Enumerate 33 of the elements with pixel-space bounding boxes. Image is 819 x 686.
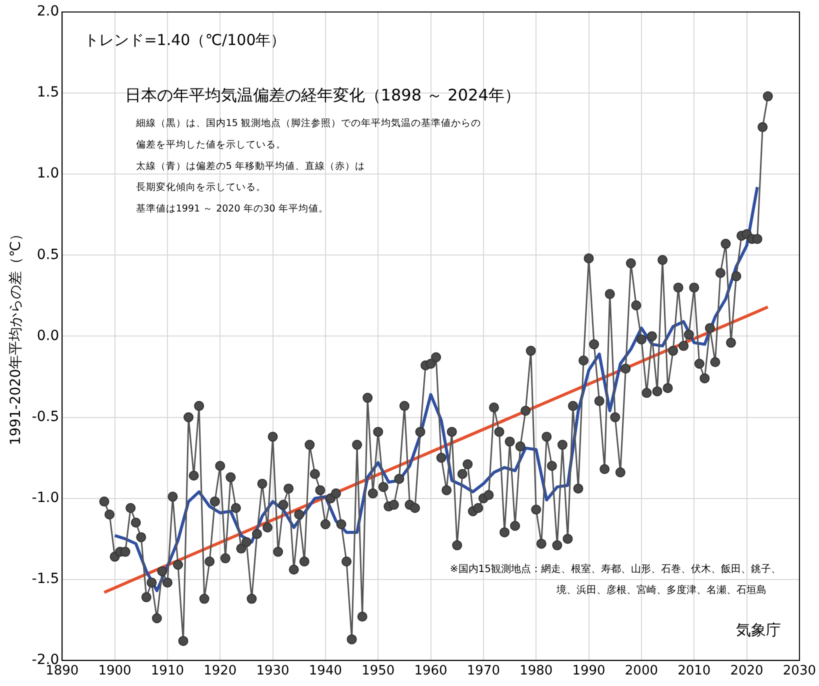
annotation: ※国内15観測地点：網走、根室、寿都、山形、石巻、伏木、飯田、銚子、 xyxy=(450,563,782,576)
x-tick-label: 1920 xyxy=(204,664,237,679)
x-tick-label: 2030 xyxy=(782,664,816,679)
x-tick-label: 1980 xyxy=(520,664,553,679)
x-tick-label: 2000 xyxy=(624,664,658,679)
x-tick-label: 1940 xyxy=(308,664,342,679)
y-tick-label: 1.5 xyxy=(36,84,60,101)
x-tick-label: 1910 xyxy=(150,664,184,679)
x-tick-label: 1960 xyxy=(414,664,448,679)
text: 日本の年平均気温偏差の経年変化（1898 ～ 2024年） xyxy=(124,85,520,104)
y-tick-label: -1.0 xyxy=(32,490,60,506)
x-tick-label: 2010 xyxy=(678,664,711,679)
annotation: 境、浜田、彦根、宮崎、多度津、名瀬、石垣島 xyxy=(555,584,766,596)
y-axis-title: 1991-2020年平均からの差（℃） xyxy=(8,227,24,446)
annotation: トレンド=1.40（℃/100年） xyxy=(84,31,286,50)
annotation: 偏差を平均した値を示している。 xyxy=(136,138,286,150)
x-tick-label: 1990 xyxy=(572,664,606,679)
annotation: 基準値は1991 ～ 2020 年の30 年平均値。 xyxy=(136,202,328,215)
annotation: 気象庁 xyxy=(736,621,782,640)
x-tick-label: 1970 xyxy=(466,664,500,679)
x-tick-label: 1930 xyxy=(256,664,290,679)
y-tick-label: -1.5 xyxy=(32,570,60,587)
y-tick-label: 0.5 xyxy=(36,246,60,263)
y-tick-label: 0.0 xyxy=(36,328,60,344)
y-tick-label: -0.5 xyxy=(32,408,60,425)
x-tick-label: 1950 xyxy=(362,664,395,679)
y-tick-label: 2.0 xyxy=(36,4,60,20)
annotation: 細線（黒）は、国内15 観測地点（脚注参照）での年平均気温の基準値からの xyxy=(134,116,481,129)
annotation: 長期変化傾向を示している。 xyxy=(136,181,266,194)
y-tick-label: 1.0 xyxy=(36,166,60,182)
x-tick-label: 2020 xyxy=(730,664,764,679)
x-tick-label: 1900 xyxy=(98,664,132,679)
annotation: 太線（青）は偏差の5 年移動平均値、直線（赤）は xyxy=(136,160,365,172)
